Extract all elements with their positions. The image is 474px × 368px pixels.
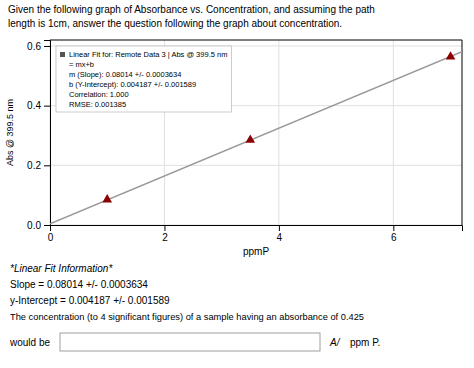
x-tick-label: 6 <box>391 232 397 243</box>
x-axis-line <box>51 226 463 232</box>
y-tick: 0.2 <box>27 160 50 171</box>
chart: Given the following graph of Absorbance … <box>0 0 474 368</box>
y-tick: 0.4 <box>27 100 50 111</box>
y-tick-label: 0.4 <box>27 100 41 111</box>
y-axis-line <box>44 41 51 226</box>
point <box>245 134 255 142</box>
x-tick-label: 4 <box>277 232 283 243</box>
fit-box-frame <box>56 46 231 112</box>
y-tick-mark <box>44 225 50 226</box>
fit-box-line: = mx+b <box>69 60 94 69</box>
marks <box>50 51 462 224</box>
x-tick-label: 2 <box>162 232 168 243</box>
fit-box: Linear Fit for: Remote Data 3 | Abs @ 39… <box>56 46 231 112</box>
grid-line-y <box>50 165 462 166</box>
x-tick-mark <box>164 225 165 231</box>
y-axis-title: Abs @ 399.5 nm <box>5 99 15 166</box>
x-tick-label: 0 <box>48 232 54 243</box>
y-tick-label: 0.0 <box>27 220 41 231</box>
y-tick-mark <box>44 106 50 107</box>
answer-symbol: A/ <box>329 337 341 348</box>
x-tick: 0 <box>48 225 54 243</box>
y-tick-mark <box>44 165 50 166</box>
x-tick: 6 <box>391 225 397 243</box>
fit-line <box>50 52 462 224</box>
x-axis-title: ppmP <box>243 246 269 257</box>
plot: 0 2 4 6 0.0 0.2 0.4 0.6 Linear Fit for: Remote D… <box>27 40 462 243</box>
y-tick-label: 0.6 <box>27 41 41 52</box>
grid-line-x <box>393 40 394 225</box>
answer-prefix: would be <box>9 337 50 348</box>
subtitle: length is 1cm, answer the question follo… <box>8 18 342 29</box>
fit-box-line: Correlation: 1.000 <box>69 90 129 99</box>
info-line: The concentration (to 4 significant figu… <box>10 312 364 322</box>
fit-box-line: b (Y-Intercept): 0.004187 +/- 0.001589 <box>69 80 196 89</box>
fit-box-line: Linear Fit for: Remote Data 3 | Abs @ 39… <box>69 50 227 59</box>
y-tick-mark <box>44 46 50 47</box>
point <box>102 194 112 202</box>
title: Given the following graph of Absorbance … <box>8 4 375 15</box>
fit-box-swatch <box>60 52 65 57</box>
frame-top <box>50 40 462 41</box>
info-line: Slope = 0.08014 +/- 0.0003634 <box>10 279 148 290</box>
y-tick-label: 0.2 <box>27 160 41 171</box>
x-tick: 4 <box>277 225 283 243</box>
y-tick: 0.6 <box>27 41 50 52</box>
grid <box>50 40 462 225</box>
x-tick-mark <box>393 225 394 231</box>
x-axis: 0 2 4 6 <box>48 225 463 243</box>
grid-line-x <box>278 40 279 225</box>
x-tick-mark <box>279 225 280 231</box>
info-line: *Linear Fit Information* <box>10 263 113 274</box>
frame-right <box>462 40 463 225</box>
y-tick: 0.0 <box>27 220 50 231</box>
fit-box-line: m (Slope): 0.08014 +/- 0.0003634 <box>69 70 181 79</box>
answer-units: ppm P. <box>350 337 380 348</box>
point <box>446 51 456 59</box>
info-line: y-Intercept = 0.004187 +/- 0.001589 <box>10 295 170 306</box>
x-tick: 2 <box>162 225 168 243</box>
answer-input-box <box>60 333 320 351</box>
y-axis: 0.0 0.2 0.4 0.6 <box>27 41 50 231</box>
fit-box-line: RMSE: 0.001385 <box>69 100 126 109</box>
